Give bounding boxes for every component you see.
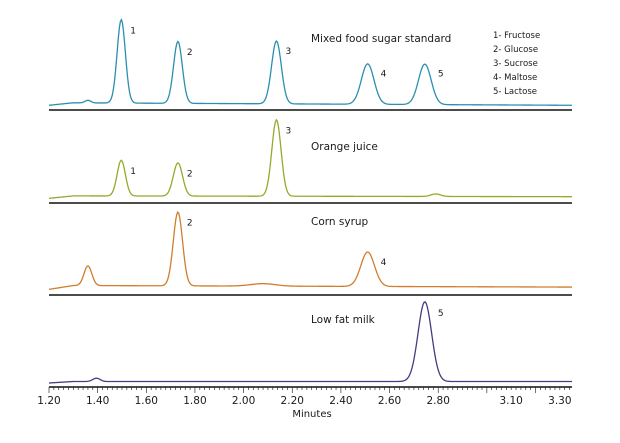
legend-item: 1- Fructose [493, 31, 540, 41]
panel-1-title: Mixed food sugar standard [311, 33, 451, 45]
peak-label-2-1: 1 [130, 167, 136, 177]
x-tick-label: 1.60 [135, 395, 158, 407]
peak-label-1-4: 4 [381, 69, 387, 79]
legend-item: 2- Glucose [493, 45, 538, 55]
trace-2 [48, 118, 572, 199]
legend-item: 3- Sucrose [493, 59, 538, 69]
x-axis-label: Minutes [292, 409, 331, 420]
peak-label-1-2: 2 [187, 48, 193, 58]
x-tick-label: 2.60 [378, 395, 401, 407]
peak-label-1-5: 5 [438, 69, 444, 79]
x-tick-label: 1.40 [86, 395, 109, 407]
peak-label-3-2: 2 [187, 219, 193, 229]
legend-item: 5- Lactose [493, 87, 537, 97]
peak-label-3-4: 4 [381, 258, 387, 268]
peak-label-1-3: 3 [285, 47, 291, 57]
legend-item: 4- Maltose [493, 73, 537, 83]
x-tick-label: 1.80 [183, 395, 206, 407]
x-tick-label: 2.00 [232, 395, 255, 407]
x-tick-label: 1.20 [37, 395, 60, 407]
x-tick-label: 2.40 [329, 395, 352, 407]
trace-1 [48, 18, 572, 106]
trace-4 [48, 301, 572, 384]
x-tick-label: 2.80 [427, 395, 450, 407]
peak-label-4-5: 5 [438, 309, 444, 319]
peak-label-2-3: 3 [285, 126, 291, 136]
panel-3-title: Corn syrup [311, 216, 369, 228]
peak-label-2-2: 2 [187, 170, 193, 180]
panel-2-title: Orange juice [311, 141, 378, 153]
peak-label-1-1: 1 [130, 26, 136, 36]
x-tick-label: 3.30 [548, 395, 571, 407]
x-tick-label: 3.10 [499, 395, 522, 407]
x-tick-label: 2.20 [281, 395, 304, 407]
panel-4-title: Low fat milk [311, 314, 376, 326]
trace-3 [48, 210, 572, 291]
